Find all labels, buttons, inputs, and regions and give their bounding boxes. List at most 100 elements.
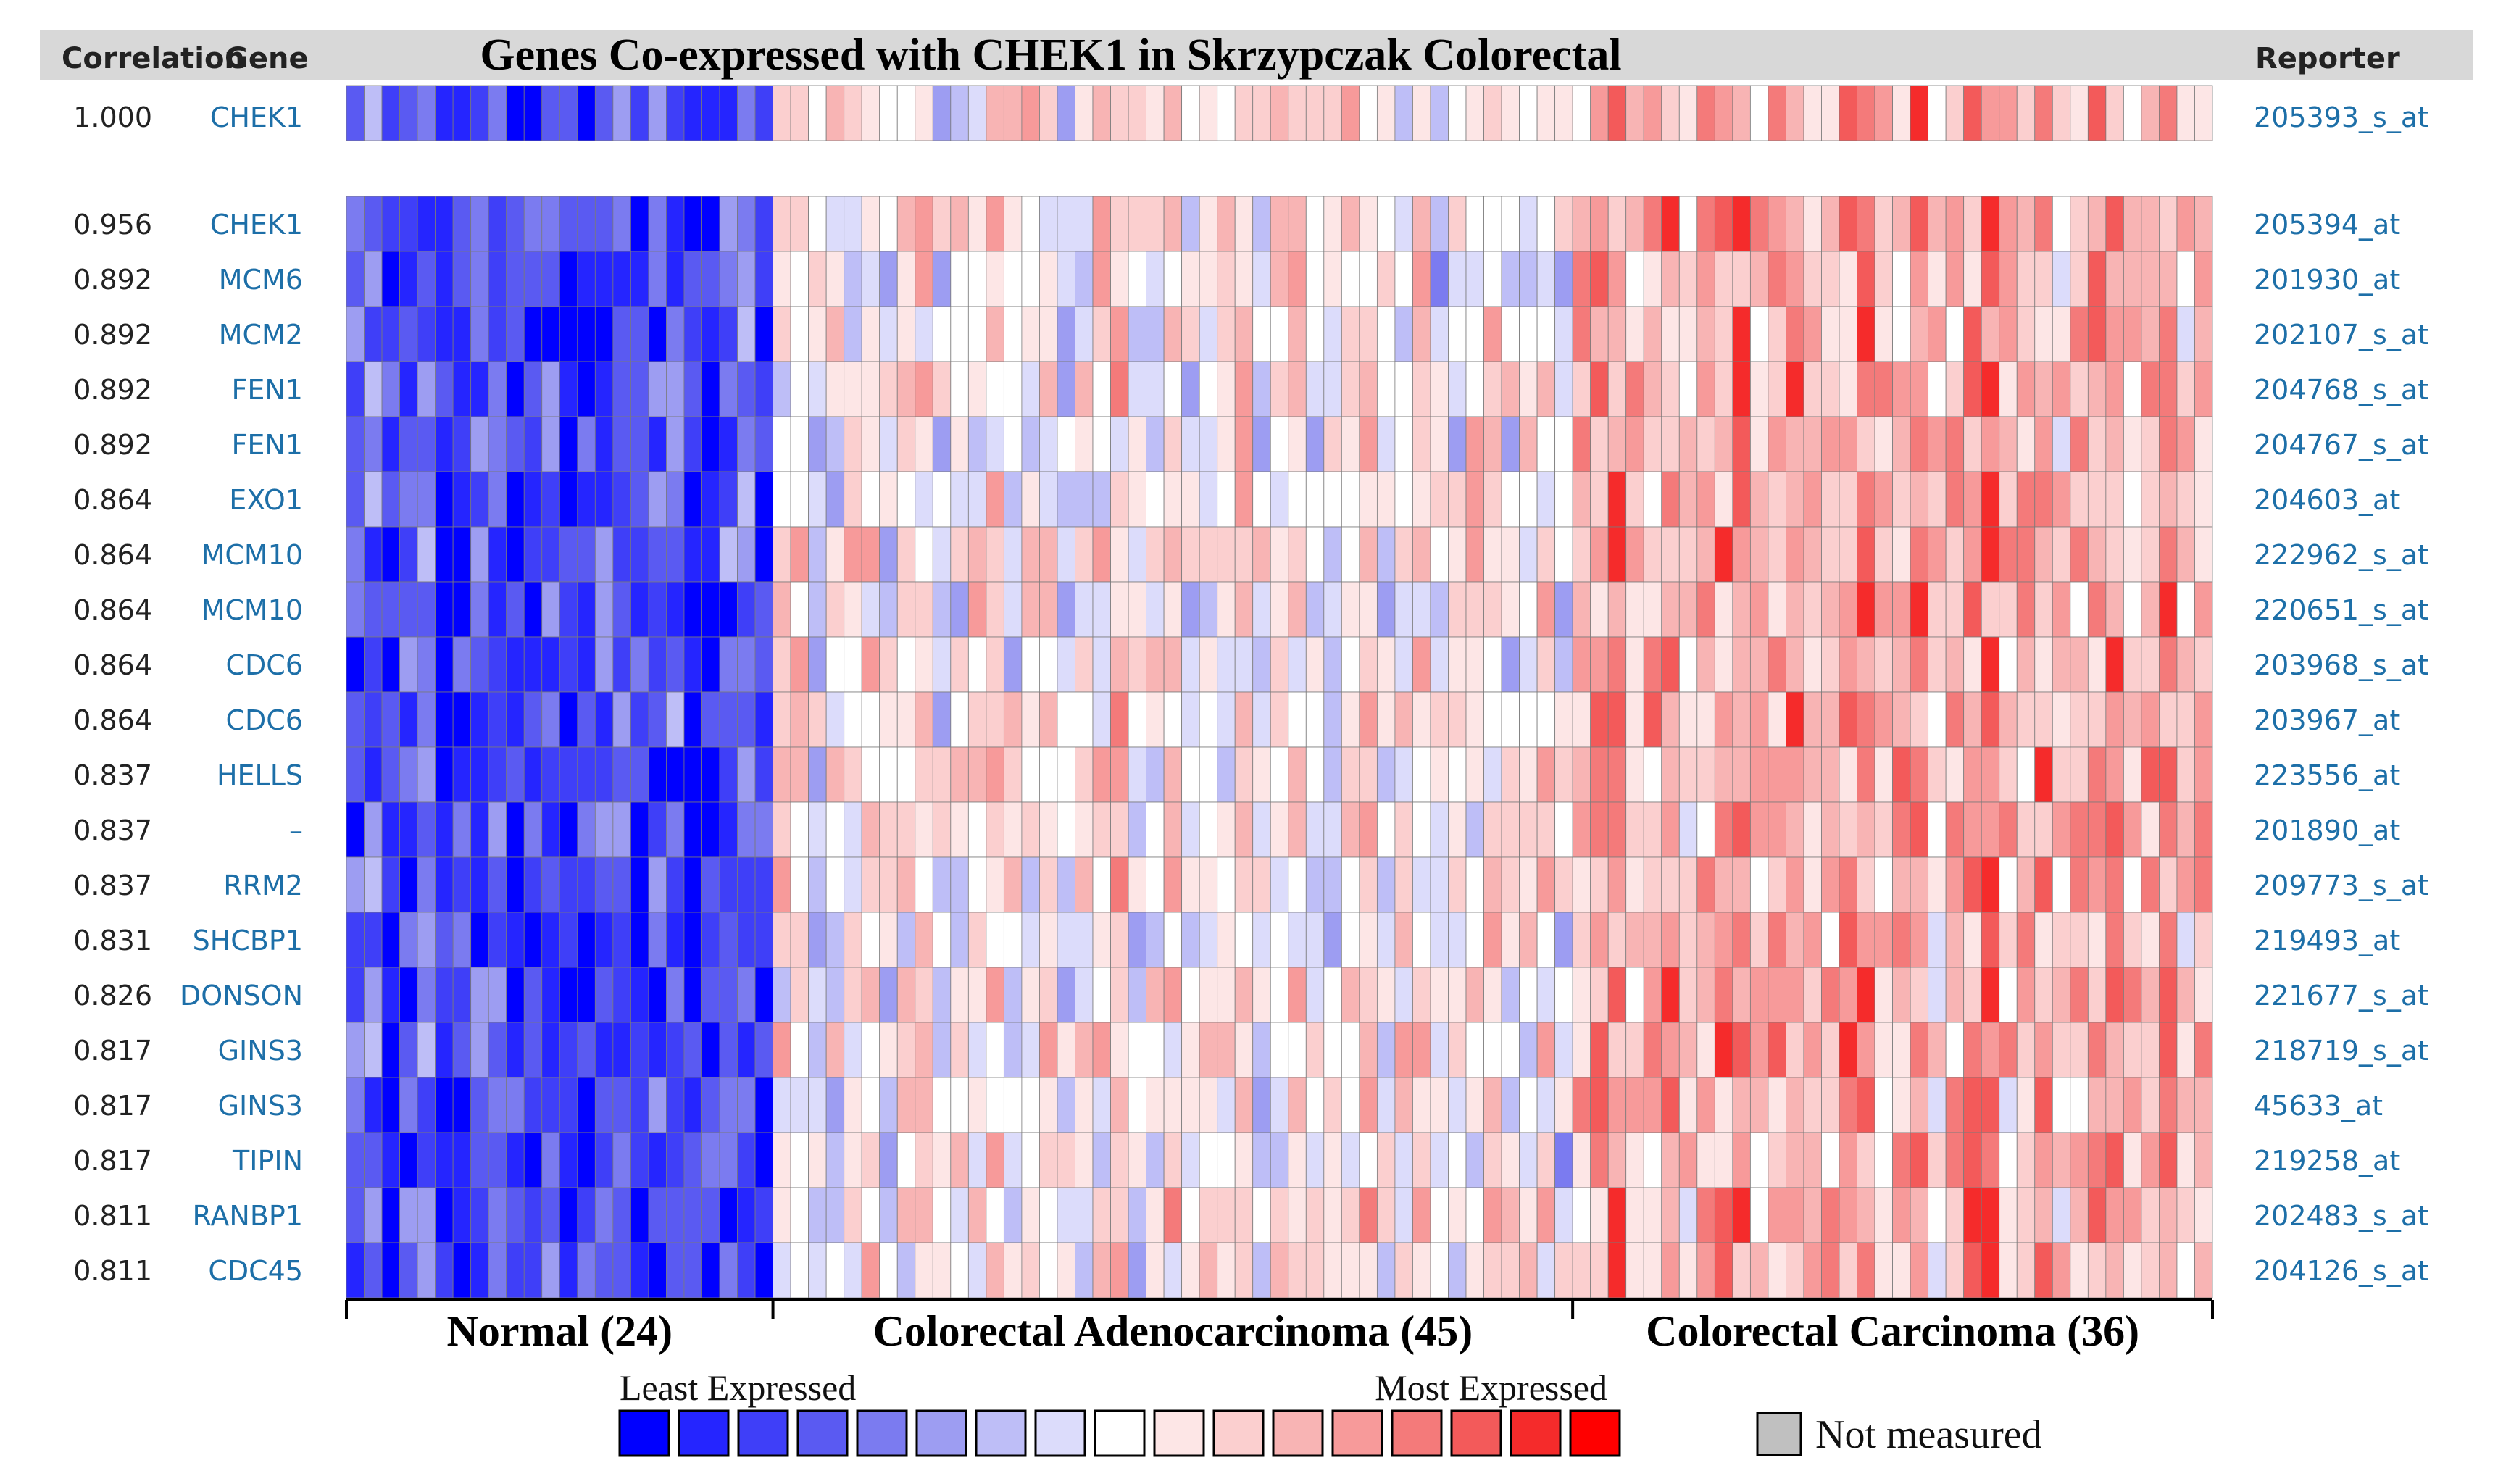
row-reporter-link[interactable]: 204126_s_at bbox=[2254, 1255, 2428, 1287]
heatmap-cell bbox=[701, 196, 720, 252]
heatmap-cell bbox=[2123, 1022, 2142, 1078]
row-reporter-link[interactable]: 221677_s_at bbox=[2254, 980, 2428, 1012]
heatmap-cell bbox=[417, 1187, 436, 1243]
heatmap-cell bbox=[470, 746, 489, 803]
heatmap-cell bbox=[612, 1132, 631, 1188]
heatmap-cell bbox=[1643, 581, 1662, 638]
heatmap-cell bbox=[1110, 912, 1129, 968]
heatmap-cell bbox=[932, 967, 952, 1023]
heatmap-cell bbox=[1963, 1187, 1982, 1243]
row-reporter-link[interactable]: 219258_at bbox=[2254, 1145, 2400, 1177]
row-reporter-link[interactable]: 45633_at bbox=[2254, 1090, 2383, 1122]
heatmap-cell bbox=[1519, 1077, 1538, 1133]
heatmap-cell bbox=[1323, 636, 1342, 693]
heatmap-cell bbox=[2141, 1187, 2160, 1243]
query-cell bbox=[1874, 85, 1893, 141]
heatmap-cell bbox=[967, 1022, 987, 1078]
heatmap-cell bbox=[1643, 967, 1662, 1023]
heatmap-cell bbox=[1323, 581, 1342, 638]
heatmap-cell bbox=[2087, 1242, 2107, 1298]
row-gene-link[interactable]: GINS3 bbox=[218, 1035, 303, 1067]
row-gene-link[interactable]: DONSON bbox=[180, 980, 303, 1012]
row-reporter-link[interactable]: 202107_s_at bbox=[2254, 319, 2428, 351]
heatmap-cell bbox=[2016, 691, 2036, 748]
heatmap-cell bbox=[1590, 1242, 1609, 1298]
heatmap-cell bbox=[1892, 581, 1911, 638]
heatmap-cell bbox=[1199, 1022, 1218, 1078]
query-reporter-link[interactable]: 205393_s_at bbox=[2254, 101, 2428, 133]
row-gene-link[interactable]: EXO1 bbox=[229, 484, 303, 516]
row-reporter-link[interactable]: 202483_s_at bbox=[2254, 1200, 2428, 1232]
heatmap-cell bbox=[1874, 1187, 1893, 1243]
heatmap-cell bbox=[1270, 912, 1289, 968]
heatmap-cell bbox=[1430, 856, 1449, 913]
heatmap-cell bbox=[541, 581, 560, 638]
row-reporter-link[interactable]: 201930_at bbox=[2254, 264, 2400, 296]
row-gene-link[interactable]: FEN1 bbox=[232, 429, 303, 461]
heatmap-cell bbox=[1270, 581, 1289, 638]
heatmap-cell bbox=[1981, 526, 2000, 583]
heatmap-cell bbox=[470, 361, 489, 417]
row-reporter-link[interactable]: 223556_at bbox=[2254, 759, 2400, 791]
heatmap-cell bbox=[1768, 801, 1786, 858]
heatmap-cell bbox=[577, 856, 596, 913]
row-gene-link[interactable]: FEN1 bbox=[232, 374, 303, 406]
heatmap-cell bbox=[1892, 1242, 1911, 1298]
row-reporter-link[interactable]: 204768_s_at bbox=[2254, 374, 2428, 406]
heatmap-cell bbox=[1803, 526, 1822, 583]
row-gene-link[interactable]: MCM10 bbox=[201, 539, 303, 571]
heatmap-cell bbox=[1874, 856, 1893, 913]
row-gene-link[interactable]: HELLS bbox=[217, 759, 303, 791]
heatmap-cell bbox=[2159, 361, 2178, 417]
row-gene-link[interactable]: CHEK1 bbox=[210, 209, 303, 241]
heatmap-cell bbox=[488, 636, 507, 693]
heatmap-cell bbox=[612, 196, 631, 252]
row-gene-link[interactable]: RRM2 bbox=[223, 870, 303, 901]
heatmap-cell bbox=[2105, 471, 2124, 528]
heatmap-cell bbox=[1590, 1077, 1609, 1133]
heatmap-cell bbox=[1910, 581, 1929, 638]
heatmap-cell bbox=[861, 251, 880, 307]
heatmap-cell bbox=[1572, 1077, 1591, 1133]
row-gene-link[interactable]: MCM2 bbox=[219, 319, 303, 351]
heatmap-cell bbox=[1394, 306, 1413, 362]
row-gene-link[interactable]: CDC6 bbox=[225, 649, 303, 681]
row-reporter-link[interactable]: 203968_s_at bbox=[2254, 649, 2428, 681]
heatmap-cell bbox=[630, 746, 649, 803]
heatmap-cell bbox=[1768, 306, 1786, 362]
heatmap-cell bbox=[1501, 361, 1520, 417]
row-gene-link[interactable]: CDC45 bbox=[208, 1255, 303, 1287]
heatmap-cell bbox=[1945, 1022, 1965, 1078]
heatmap-cell bbox=[666, 636, 685, 693]
heatmap-cell bbox=[986, 912, 1004, 968]
heatmap-cell bbox=[1945, 361, 1965, 417]
heatmap-cell bbox=[2159, 251, 2178, 307]
query-gene-link[interactable]: CHEK1 bbox=[210, 101, 303, 133]
row-reporter-link[interactable]: 218719_s_at bbox=[2254, 1035, 2428, 1067]
row-gene-link[interactable]: – bbox=[289, 814, 303, 846]
row-gene-link[interactable]: TIPIN bbox=[232, 1145, 303, 1177]
row-reporter-link[interactable]: 222962_s_at bbox=[2254, 539, 2428, 571]
row-gene-link[interactable]: MCM10 bbox=[201, 594, 303, 626]
row-reporter-link[interactable]: 204767_s_at bbox=[2254, 429, 2428, 461]
row-gene-link[interactable]: SHCBP1 bbox=[193, 925, 303, 956]
heatmap-cell bbox=[648, 1132, 667, 1188]
row-gene-link[interactable]: CDC6 bbox=[225, 704, 303, 736]
row-reporter-link[interactable]: 209773_s_at bbox=[2254, 870, 2428, 901]
row-reporter-link[interactable]: 219493_at bbox=[2254, 925, 2400, 956]
heatmap-cell bbox=[346, 1242, 365, 1298]
heatmap-cell bbox=[1430, 471, 1449, 528]
row-reporter-link[interactable]: 205394_at bbox=[2254, 209, 2400, 241]
row-reporter-link[interactable]: 203967_at bbox=[2254, 704, 2400, 736]
row-reporter-link[interactable]: 220651_s_at bbox=[2254, 594, 2428, 626]
heatmap-cell bbox=[1874, 636, 1893, 693]
heatmap-cell bbox=[435, 801, 454, 858]
row-gene-link[interactable]: GINS3 bbox=[218, 1090, 303, 1122]
heatmap-cell bbox=[1234, 912, 1254, 968]
row-gene-link[interactable]: RANBP1 bbox=[193, 1200, 303, 1232]
heatmap-cell bbox=[1661, 1132, 1680, 1188]
row-gene-link[interactable]: MCM6 bbox=[219, 264, 303, 296]
heatmap-cell bbox=[967, 1077, 987, 1133]
row-reporter-link[interactable]: 204603_at bbox=[2254, 484, 2400, 516]
row-reporter-link[interactable]: 201890_at bbox=[2254, 814, 2400, 846]
